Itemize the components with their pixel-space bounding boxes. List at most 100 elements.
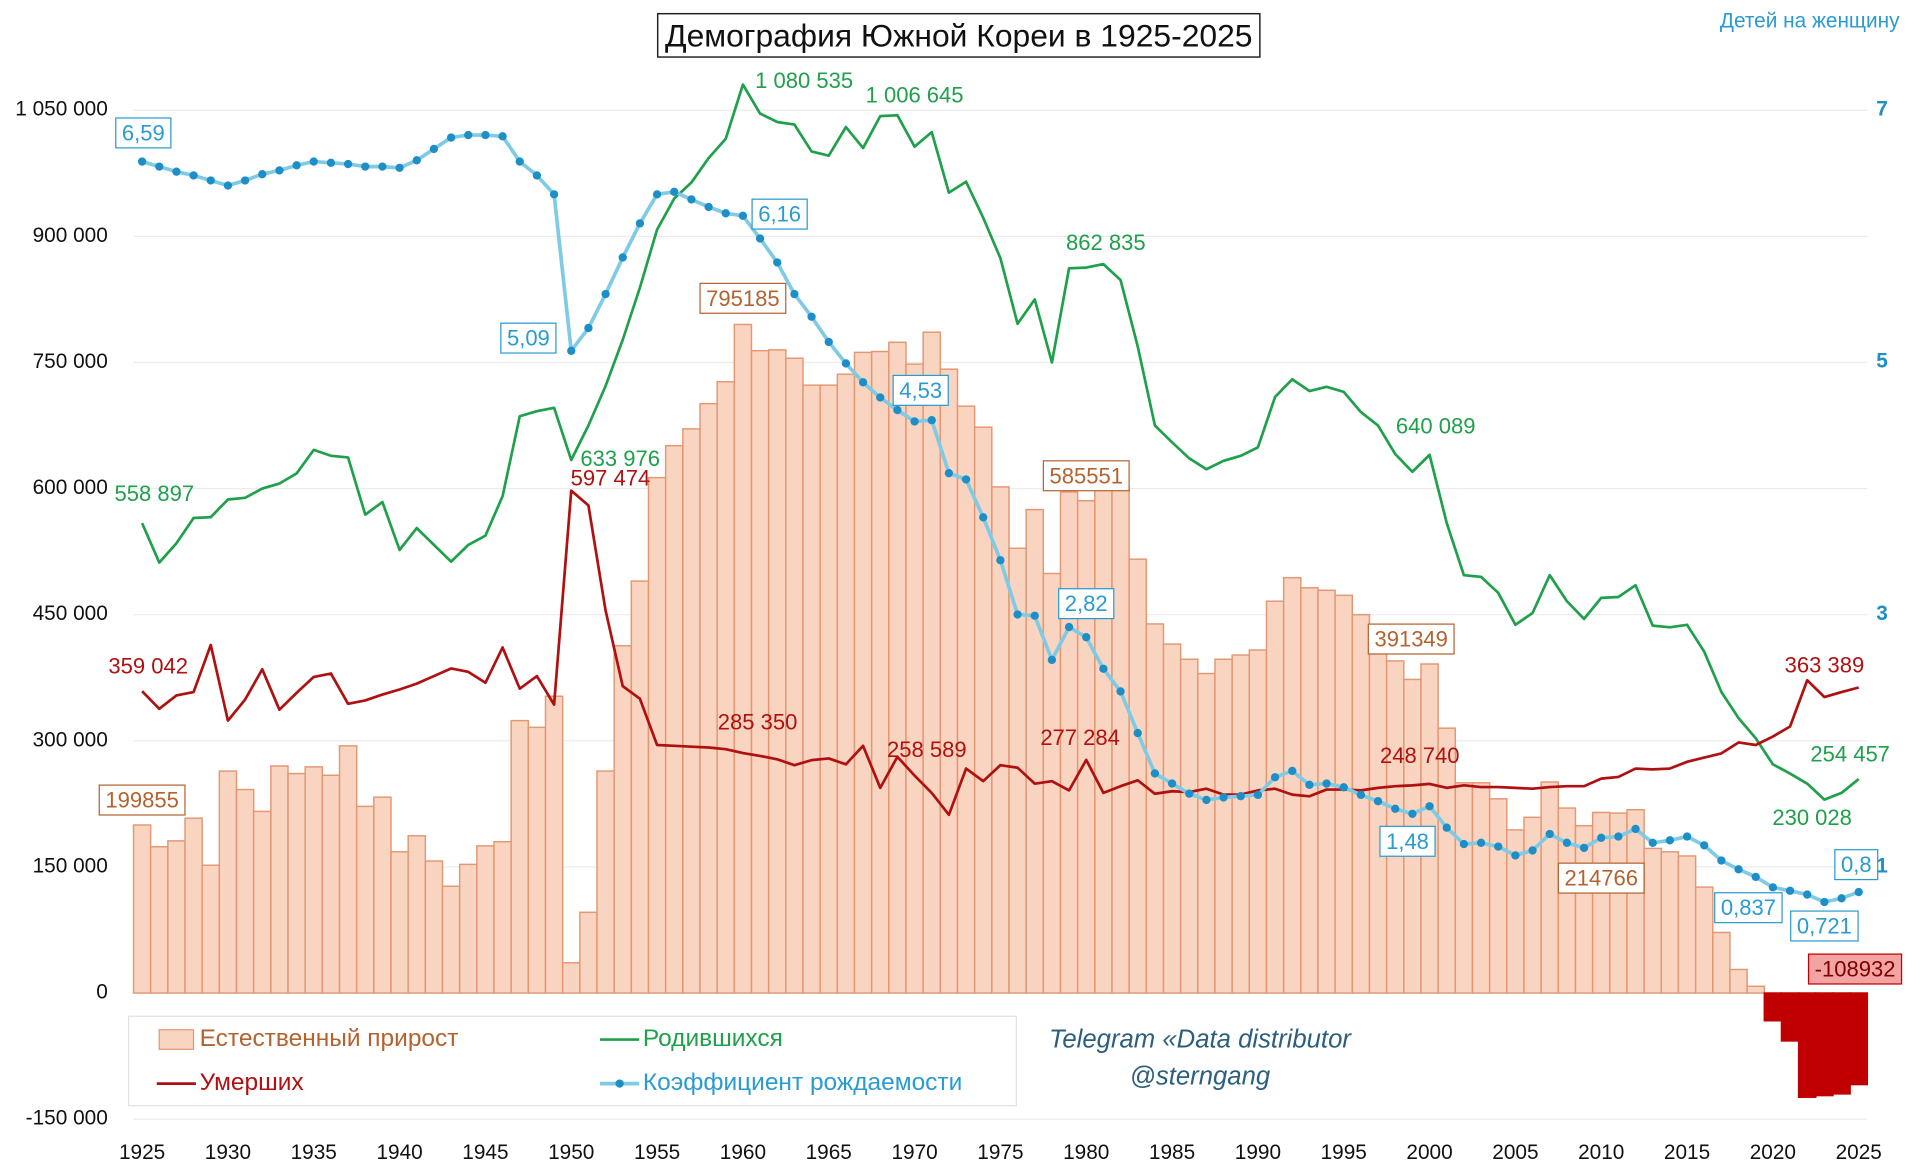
bar <box>184 817 203 994</box>
y-tick-label: 300 000 <box>33 728 108 751</box>
bar <box>149 845 169 994</box>
data-label: 0,837 <box>1721 895 1776 920</box>
marker <box>155 162 164 171</box>
bar <box>1849 992 1869 1086</box>
x-tick-label: 1980 <box>1063 1141 1109 1164</box>
data-label: 285 350 <box>718 710 798 735</box>
bar <box>630 580 650 994</box>
marker <box>1442 823 1451 832</box>
marker <box>240 176 250 185</box>
bar <box>235 788 255 994</box>
y2-tick-label: 5 <box>1876 350 1888 373</box>
marker <box>1494 842 1503 851</box>
y-tick-label: 450 000 <box>33 602 108 625</box>
marker <box>927 416 936 425</box>
bar <box>270 765 289 994</box>
x-tick-label: 1970 <box>891 1141 937 1164</box>
marker <box>1339 783 1348 792</box>
legend-label: Коэффициент рождаемости <box>643 1069 962 1096</box>
y2-tick-label: 1 <box>1876 854 1888 877</box>
y2-axis-title: Детей на женщину <box>1720 10 1900 33</box>
y-tick-label: 750 000 <box>33 350 108 373</box>
x-tick-label: 2005 <box>1492 1141 1538 1164</box>
bar <box>355 805 375 994</box>
data-label: 795185 <box>706 286 779 311</box>
marker <box>1768 883 1778 892</box>
data-label: 862 835 <box>1066 230 1146 255</box>
marker <box>378 162 387 171</box>
marker <box>807 312 816 321</box>
marker <box>1373 797 1383 806</box>
x-tick-label: 1985 <box>1149 1141 1195 1164</box>
bar <box>1677 855 1697 994</box>
marker <box>275 166 284 175</box>
marker <box>292 161 301 170</box>
bar <box>1746 985 1766 994</box>
marker <box>1030 611 1039 620</box>
marker <box>1253 790 1263 800</box>
marker <box>704 202 713 212</box>
data-label: 633 976 <box>580 446 660 471</box>
data-label: 258 589 <box>887 737 967 762</box>
marker <box>206 176 215 185</box>
marker <box>1167 779 1177 788</box>
marker <box>961 475 971 484</box>
bar <box>939 368 959 994</box>
data-label-box <box>1557 862 1645 894</box>
x-tick-label: 1945 <box>462 1141 508 1164</box>
marker <box>996 556 1005 565</box>
marker <box>1064 622 1074 632</box>
bar <box>1162 643 1182 994</box>
bar <box>201 864 221 994</box>
legend-label: Естественный прирост <box>200 1025 459 1052</box>
bar <box>424 860 444 994</box>
marker <box>1785 886 1795 895</box>
marker <box>1682 832 1692 841</box>
marker <box>498 132 507 141</box>
data-label: -108932 <box>1815 957 1896 982</box>
marker <box>1202 795 1211 805</box>
marker <box>687 195 696 204</box>
marker <box>189 171 198 180</box>
bar <box>304 766 324 994</box>
marker <box>1236 791 1245 801</box>
bar <box>527 726 547 994</box>
data-label: 6,59 <box>122 120 165 145</box>
legend-marker <box>615 1079 624 1088</box>
marker <box>910 417 919 426</box>
bar <box>1248 649 1268 994</box>
x-tick-label: 1955 <box>634 1141 680 1164</box>
y-tick-label: 150 000 <box>33 854 108 877</box>
marker <box>1047 655 1057 665</box>
data-label: 558 897 <box>115 481 195 506</box>
data-label: 5,09 <box>507 326 550 351</box>
bar <box>905 363 924 994</box>
data-label-box <box>1367 623 1455 655</box>
marker <box>1150 769 1160 778</box>
marker <box>223 181 233 190</box>
marker <box>1288 766 1297 776</box>
bar <box>647 476 667 994</box>
bar <box>1454 782 1474 994</box>
bar <box>1780 992 1800 1042</box>
marker <box>429 144 439 154</box>
marker <box>1185 789 1194 798</box>
marker <box>1082 633 1091 642</box>
bar <box>1334 594 1354 994</box>
bar <box>870 350 890 994</box>
data-label-box <box>1042 460 1130 492</box>
marker <box>1459 839 1469 849</box>
x-tick-label: 2025 <box>1836 1141 1882 1164</box>
data-label: 363 389 <box>1785 652 1865 677</box>
data-label: 0,721 <box>1797 914 1852 939</box>
bar <box>167 840 186 994</box>
x-tick-label: 1925 <box>119 1141 165 1164</box>
bar <box>733 323 753 994</box>
bar <box>441 885 461 994</box>
bar <box>1471 782 1491 994</box>
data-label: 1 006 645 <box>866 82 964 107</box>
marker <box>979 513 988 522</box>
marker <box>1597 833 1606 842</box>
data-label: 0,8 <box>1841 852 1872 877</box>
bar <box>785 357 804 994</box>
